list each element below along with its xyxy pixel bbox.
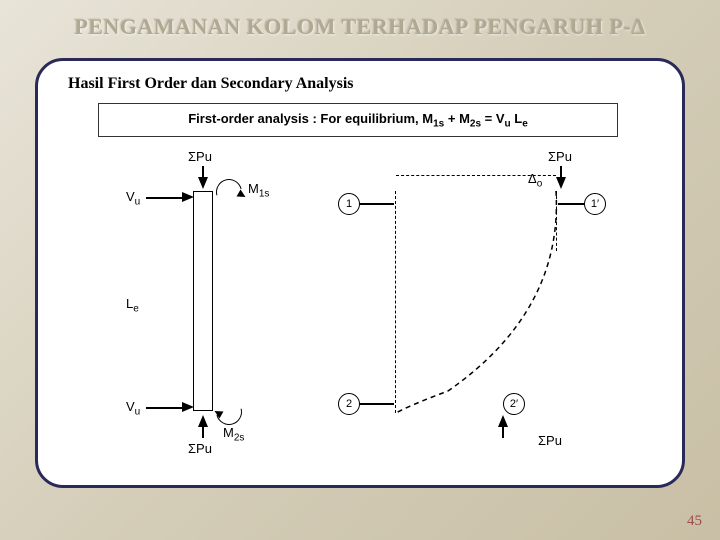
node-2-prime: 2′ (503, 393, 525, 415)
vu-top-line (146, 197, 184, 199)
node2-connect (358, 403, 394, 405)
content-panel: Hasil First Order dan Secondary Analysis… (35, 58, 685, 488)
label-delta-o: Δo (528, 171, 542, 190)
label-sigmapu-top-right: ΣPu (548, 149, 572, 164)
label-sigmapu-top-left: ΣPu (188, 149, 212, 164)
arrow-stem (202, 426, 204, 438)
label-sigmapu-bot-left: ΣPu (188, 441, 212, 456)
label-vu-top: Vu (126, 189, 140, 208)
equation-box: First-order analysis : For equilibrium, … (98, 103, 618, 137)
label-sigmapu-bot-right: ΣPu (538, 433, 562, 448)
node-2: 2 (338, 393, 360, 415)
subheading: Hasil First Order dan Secondary Analysis (68, 75, 354, 93)
page-title: PENGAMANAN KOLOM TERHADAP PENGARUH P-Δ (0, 0, 720, 48)
vu-bot-line (146, 407, 184, 409)
diagram-area: ΣPu Vu M1s Le Vu M2s ΣPu ΣPu Δo (38, 141, 688, 481)
page-number: 45 (687, 513, 702, 530)
label-le: Le (126, 296, 139, 315)
label-vu-bot: Vu (126, 399, 140, 418)
node-1: 1 (338, 193, 360, 215)
arrow-down-icon (556, 177, 566, 189)
arrow-right-icon (182, 402, 194, 412)
arrow-stem (502, 426, 504, 438)
label-m2s: M2s (223, 425, 244, 444)
arrow-right-icon (182, 192, 194, 202)
equation-text: First-order analysis : For equilibrium, … (188, 111, 528, 130)
label-m1s: M1s (248, 181, 269, 200)
arrow-down-icon (198, 177, 208, 189)
deformed-shape-curve (388, 191, 588, 416)
column-left (193, 191, 213, 411)
